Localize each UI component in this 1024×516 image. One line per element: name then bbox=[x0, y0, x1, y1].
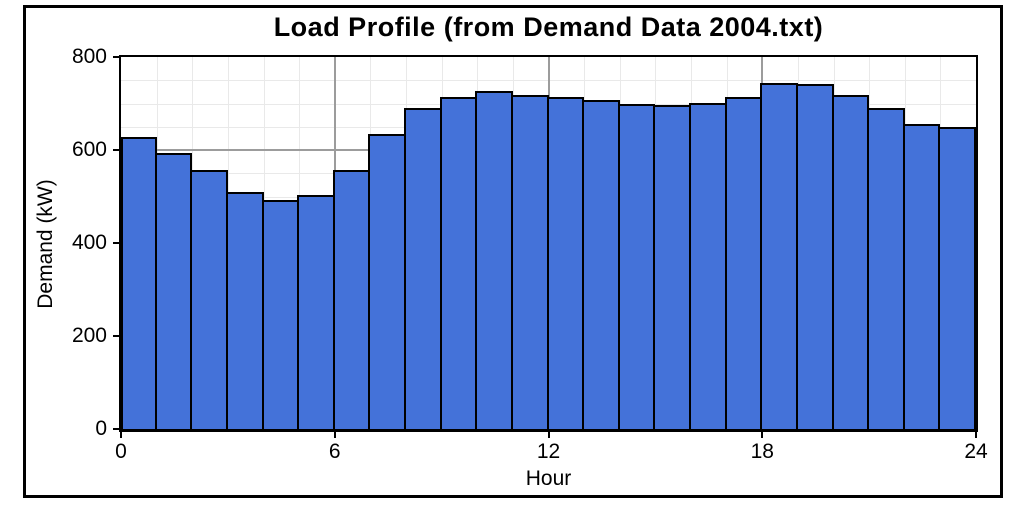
x-axis-tick bbox=[547, 432, 550, 438]
bar-hour-0 bbox=[121, 136, 157, 429]
y-axis-tick bbox=[113, 335, 119, 337]
bar-hour-8 bbox=[404, 108, 442, 429]
bar-hour-20 bbox=[831, 95, 870, 429]
chart-title: Load Profile (from Demand Data 2004.txt) bbox=[273, 12, 824, 42]
bar-hour-7 bbox=[368, 133, 406, 429]
bar-hour-5 bbox=[297, 194, 335, 429]
bar-hour-4 bbox=[261, 199, 300, 429]
bar-hour-12 bbox=[546, 97, 585, 429]
x-axis-tick bbox=[333, 432, 336, 438]
x-tick-label: 0 bbox=[115, 440, 127, 463]
bar-hour-9 bbox=[439, 96, 478, 429]
bar-hour-3 bbox=[225, 191, 264, 429]
y-axis-tick bbox=[113, 428, 119, 430]
bar-hour-10 bbox=[475, 91, 513, 429]
y-tick-label: 200 bbox=[71, 324, 107, 347]
plot-area bbox=[119, 55, 978, 432]
x-tick-label: 24 bbox=[964, 440, 988, 463]
y-tick-label: 800 bbox=[71, 45, 107, 68]
y-axis-tick bbox=[113, 149, 119, 151]
bar-hour-11 bbox=[510, 94, 549, 429]
y-tick-label: 0 bbox=[95, 417, 107, 440]
bar-hour-16 bbox=[689, 103, 727, 429]
x-axis-label: Hour bbox=[525, 467, 572, 490]
y-axis-tick bbox=[113, 56, 119, 58]
x-tick-label: 6 bbox=[328, 440, 341, 463]
bar-hour-23 bbox=[938, 126, 976, 429]
bar-hour-14 bbox=[617, 103, 656, 429]
x-axis-tick bbox=[120, 432, 122, 438]
bar-hour-21 bbox=[867, 108, 905, 429]
y-tick-label: 600 bbox=[71, 138, 107, 161]
bar-hour-2 bbox=[190, 169, 228, 429]
bar-hour-13 bbox=[582, 99, 620, 429]
bar-hour-19 bbox=[795, 83, 834, 429]
bar-hour-15 bbox=[653, 105, 691, 429]
y-axis-tick bbox=[113, 242, 119, 244]
x-axis-tick bbox=[761, 432, 764, 438]
bar-hour-18 bbox=[760, 83, 798, 429]
bar-hour-17 bbox=[724, 97, 763, 429]
x-tick-label: 12 bbox=[536, 440, 561, 463]
bar-hour-1 bbox=[154, 153, 193, 429]
x-tick-label: 18 bbox=[750, 440, 774, 463]
y-tick-label: 400 bbox=[71, 231, 107, 254]
bar-hour-22 bbox=[902, 124, 941, 429]
x-axis-tick bbox=[975, 432, 977, 438]
bar-hour-6 bbox=[332, 169, 371, 429]
